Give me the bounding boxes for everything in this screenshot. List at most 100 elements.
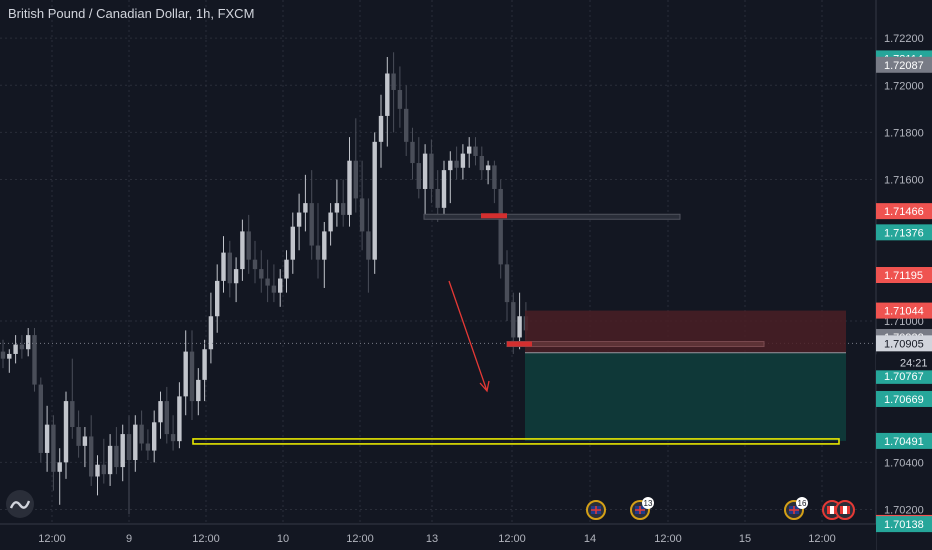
price-tag-label: 1.72087 — [884, 60, 924, 72]
candle-body — [107, 445, 113, 475]
candle-body — [82, 436, 88, 446]
event-count-label: 16 — [798, 499, 807, 508]
price-tag — [876, 335, 932, 352]
candle-body — [89, 436, 94, 477]
candle-body — [284, 259, 289, 279]
candle-body — [76, 427, 81, 446]
candle-body — [341, 203, 346, 215]
x-tick-label: 9 — [126, 533, 132, 545]
candle-body — [233, 269, 239, 284]
candle-body — [114, 445, 119, 468]
candle-body — [26, 335, 31, 350]
price-tag — [876, 432, 932, 449]
candle-body — [57, 462, 62, 472]
price-tag — [876, 390, 932, 407]
candle-body — [378, 115, 384, 142]
candle-body — [271, 285, 277, 293]
candle-body — [492, 165, 497, 189]
candle-body — [410, 141, 415, 164]
x-tick-label: 13 — [426, 533, 438, 545]
candle-body — [347, 160, 352, 215]
down-arrow-head — [479, 380, 490, 393]
candle-body — [429, 153, 434, 189]
candle-body — [422, 153, 428, 189]
candle-body — [158, 401, 163, 423]
y-tick-label: 1.70400 — [884, 457, 924, 469]
price-tag — [876, 516, 932, 533]
x-tick-label: 12:00 — [192, 533, 220, 545]
candle-body — [189, 351, 195, 402]
candle-body — [441, 170, 447, 208]
x-tick-label: 12:00 — [498, 533, 526, 545]
candle-body — [101, 464, 106, 475]
candle-body — [366, 231, 371, 260]
candle-body — [265, 278, 270, 286]
candle-body — [133, 424, 138, 461]
tradingview-logo-icon[interactable] — [6, 490, 34, 518]
ca-flag-stripe — [827, 506, 830, 514]
x-tick-label: 15 — [739, 533, 751, 545]
candle-body — [397, 89, 403, 109]
candle-body — [177, 396, 182, 442]
price-tag-label: 1.70669 — [884, 394, 924, 406]
event-count-badge — [642, 497, 654, 509]
candle-body — [120, 434, 125, 468]
candle-body — [467, 146, 472, 154]
y-tick-label: 1.72000 — [884, 80, 924, 92]
candle-body — [385, 73, 390, 116]
price-tag-label: 1.70905 — [884, 338, 924, 350]
price-tag-label: 1.71044 — [884, 306, 924, 318]
candle-body — [13, 344, 18, 354]
candle-body — [322, 231, 327, 260]
price-tag — [876, 367, 932, 384]
x-tick-label: 12:00 — [654, 533, 682, 545]
candle-body — [152, 422, 157, 451]
candle-body — [95, 464, 100, 477]
time-axis — [0, 524, 876, 550]
candle-body — [51, 424, 56, 472]
resistance-zone — [423, 213, 681, 220]
candle-body — [63, 401, 69, 463]
candle-body — [70, 401, 75, 428]
candle-body — [202, 349, 207, 380]
candle-body — [473, 146, 478, 156]
x-tick-label: 12:00 — [346, 533, 374, 545]
candle-body — [164, 401, 169, 435]
entry-marker — [507, 341, 532, 347]
candle-body — [334, 203, 340, 213]
candle-body — [460, 153, 466, 168]
price-tag-label: 1.71376 — [884, 227, 924, 239]
candle-body — [454, 160, 459, 168]
symbol-title: British Pound / Canadian Dollar, 1h, FXC… — [8, 6, 255, 21]
x-tick-label: 12:00 — [808, 533, 836, 545]
candle-body — [19, 344, 25, 350]
candle-body — [278, 278, 283, 293]
y-tick-label: 1.71800 — [884, 127, 924, 139]
price-tag — [876, 56, 932, 73]
candle-body — [391, 73, 396, 90]
candle-body — [145, 443, 151, 451]
candle-body — [404, 108, 409, 142]
candle-body — [353, 160, 358, 199]
candle-body — [498, 188, 503, 265]
ca-flag-stripe — [840, 506, 843, 514]
y-tick-label: 1.71600 — [884, 175, 924, 187]
candle-body — [38, 384, 43, 453]
down-arrow — [448, 280, 488, 392]
candle-body — [240, 231, 245, 270]
candle-body — [227, 252, 232, 284]
support-line — [192, 438, 840, 445]
price-tag — [876, 203, 932, 220]
countdown-label: 24:21 — [900, 357, 928, 369]
x-tick-label: 10 — [277, 533, 289, 545]
x-tick-label: 14 — [584, 533, 596, 545]
x-tick-label: 12:00 — [38, 533, 66, 545]
price-tag — [876, 224, 932, 241]
candle-body — [485, 165, 491, 171]
candle-body — [252, 259, 258, 270]
price-tag-label: 1.70767 — [884, 371, 924, 383]
candle-body — [328, 212, 333, 232]
candle-body — [44, 424, 50, 453]
